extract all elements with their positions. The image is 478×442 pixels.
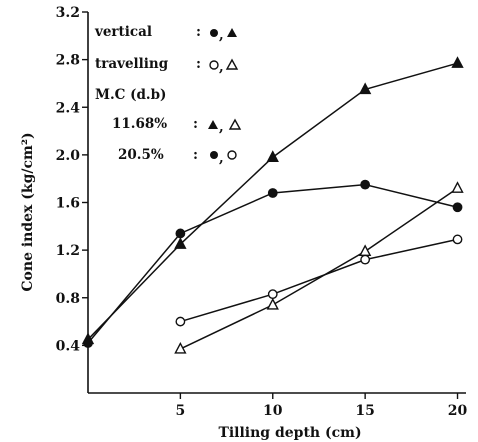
data-point-filled-triangle <box>358 82 372 95</box>
data-point-filled-circle <box>83 338 93 348</box>
legend-mc2-filled-circle-icon <box>210 151 218 159</box>
legend-mc1-label: 11.68% <box>112 116 167 132</box>
data-point-filled-triangle <box>266 150 279 162</box>
series-markers <box>81 56 464 354</box>
legend-mc2-sep: , <box>219 150 224 166</box>
x-tick-label: 5 <box>176 403 186 419</box>
data-point-open-triangle <box>174 341 187 354</box>
data-point-open-circle <box>452 234 463 245</box>
x-tick-label: 15 <box>355 403 374 419</box>
axes <box>82 11 466 399</box>
x-tick-label: 20 <box>448 403 468 419</box>
legend-mc1-sep: , <box>219 119 224 135</box>
x-axis-title: Tilling depth (cm) <box>218 425 361 441</box>
data-point-filled-triangle <box>174 237 187 249</box>
legend-travelling-sep: , <box>219 59 224 75</box>
y-tick-label: 1.6 <box>56 196 80 212</box>
data-point-filled-circle <box>175 228 186 239</box>
series-line-filled-circle <box>87 183 458 344</box>
data-point-filled-circle <box>267 188 278 198</box>
data-point-filled-circle <box>360 179 371 190</box>
legend-vertical-sep: , <box>219 27 224 43</box>
data-point-open-circle <box>175 316 186 327</box>
series-line-open-circle <box>180 238 458 323</box>
legend-open-triangle-icon <box>225 58 239 70</box>
legend-mc2-label: 20.5% <box>118 147 164 163</box>
y-axis-title: Cone index (kg/cm²) <box>20 132 36 291</box>
legend-filled-circle-icon <box>210 29 218 37</box>
y-tick-label: 0.4 <box>56 338 81 354</box>
y-tick-label: 1.2 <box>56 243 80 259</box>
data-point-filled-triangle <box>451 56 464 68</box>
legend-mc1-open-triangle-icon <box>228 118 242 130</box>
legend-open-circle-icon <box>209 60 219 70</box>
legend-mc2-colon: : <box>193 147 198 163</box>
data-point-open-circle <box>360 254 371 265</box>
legend-mc1-filled-triangle-icon <box>208 120 218 129</box>
x-tick-label: 10 <box>263 403 283 419</box>
legend-mc1-colon: : <box>193 116 198 132</box>
legend-vertical-label: vertical <box>94 24 152 40</box>
y-tick-label: 0.8 <box>56 291 80 307</box>
data-point-open-triangle <box>358 244 372 257</box>
data-point-open-triangle <box>266 297 279 310</box>
y-tick-label: 2.4 <box>56 100 81 116</box>
y-tick-label: 2.0 <box>56 148 81 164</box>
legend-mc-heading: M.C (d.b) <box>95 87 166 103</box>
data-point-open-triangle <box>451 181 464 193</box>
legend-mc2-open-circle-icon <box>227 150 237 160</box>
legend-travelling-colon: : <box>196 56 201 72</box>
y-tick-label: 3.2 <box>56 5 80 21</box>
tick-labels: 5 10 15 20 0.4 0.8 1.2 1.6 2.0 2.4 2.8 3.2 <box>56 5 468 419</box>
legend: vertical : , travelling : , M.C (d.b) 11… <box>94 24 242 166</box>
legend-vertical-colon: : <box>196 24 201 40</box>
y-tick-label: 2.8 <box>56 53 80 69</box>
legend-filled-triangle-icon <box>227 28 237 37</box>
series-line-open-triangle <box>180 187 458 350</box>
data-point-filled-circle <box>452 202 463 213</box>
data-point-open-circle <box>267 289 278 300</box>
legend-travelling-label: travelling <box>95 56 169 72</box>
